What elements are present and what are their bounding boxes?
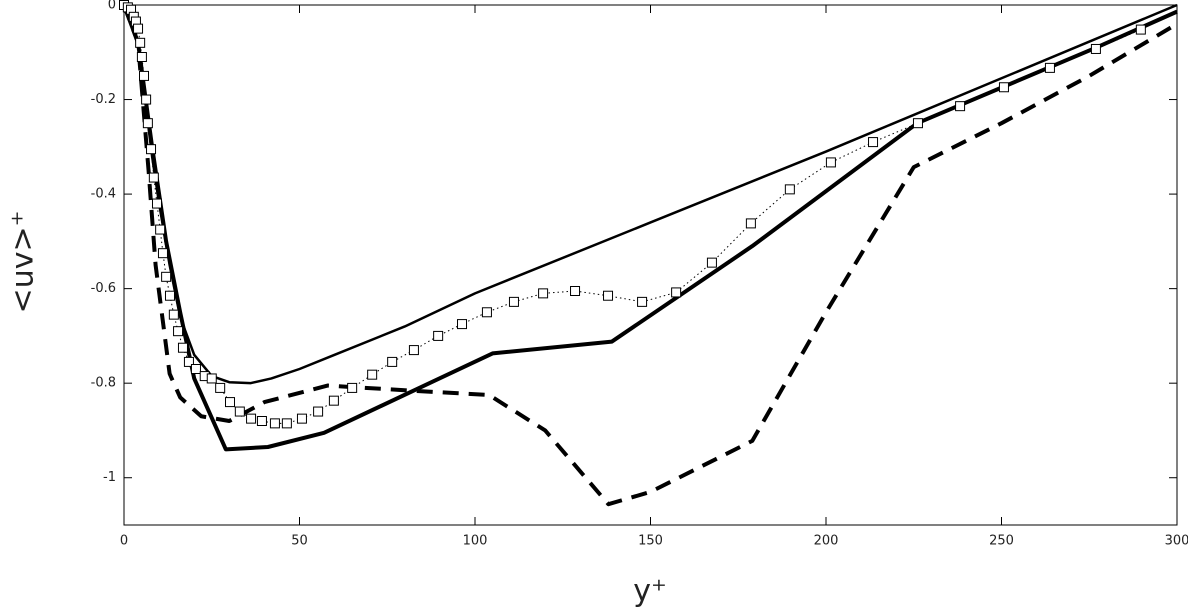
x-tick-label: 250 bbox=[989, 534, 1014, 549]
marker bbox=[1044, 62, 1055, 73]
marker bbox=[603, 290, 614, 301]
marker bbox=[387, 356, 398, 367]
marker bbox=[155, 224, 166, 235]
x-tick-label: 300 bbox=[1165, 534, 1188, 549]
marker bbox=[183, 356, 194, 367]
x-tick-label: 150 bbox=[638, 534, 663, 549]
marker bbox=[347, 382, 358, 393]
marker bbox=[784, 184, 795, 195]
marker bbox=[177, 342, 188, 353]
marker bbox=[173, 326, 184, 337]
y-tick-label: 0 bbox=[108, 0, 116, 13]
marker bbox=[481, 307, 492, 318]
marker bbox=[1135, 24, 1146, 35]
marker bbox=[296, 413, 307, 424]
marker bbox=[998, 82, 1009, 93]
y-tick-label: -1 bbox=[103, 470, 116, 485]
marker bbox=[508, 296, 519, 307]
marker bbox=[281, 418, 292, 429]
x-tick-label: 100 bbox=[463, 534, 488, 549]
marker bbox=[168, 309, 179, 320]
marker bbox=[313, 406, 324, 417]
x-tick-label: 200 bbox=[814, 534, 839, 549]
marker bbox=[246, 413, 257, 424]
marker bbox=[706, 257, 717, 268]
marker bbox=[164, 290, 175, 301]
marker bbox=[256, 416, 267, 426]
y-axis-label: <uv>⁺ bbox=[6, 211, 41, 314]
marker bbox=[328, 395, 339, 406]
y-tick-label: -0.2 bbox=[91, 92, 116, 107]
marker bbox=[570, 286, 581, 296]
plot-frame bbox=[123, 4, 1178, 526]
marker bbox=[215, 382, 226, 393]
marker bbox=[912, 118, 923, 129]
marker bbox=[955, 101, 966, 112]
marker bbox=[671, 287, 682, 298]
marker bbox=[151, 198, 162, 209]
x-tick-label: 50 bbox=[291, 534, 308, 549]
marker bbox=[136, 52, 147, 62]
marker bbox=[1090, 43, 1101, 54]
x-tick-label: 0 bbox=[120, 534, 128, 549]
marker bbox=[825, 157, 836, 168]
y-tick-label: -0.4 bbox=[91, 187, 116, 202]
series-line bbox=[122, 4, 1179, 507]
marker bbox=[225, 397, 236, 408]
marker bbox=[161, 271, 172, 282]
y-tick-label: -0.8 bbox=[91, 376, 116, 391]
marker bbox=[367, 369, 378, 380]
marker bbox=[637, 296, 648, 307]
marker bbox=[457, 319, 468, 330]
marker bbox=[190, 364, 201, 374]
marker bbox=[745, 218, 756, 229]
marker bbox=[157, 248, 168, 259]
y-tick-label: -0.6 bbox=[91, 281, 116, 296]
marker bbox=[142, 118, 153, 129]
marker bbox=[538, 288, 549, 299]
marker bbox=[234, 406, 245, 417]
marker bbox=[206, 373, 217, 384]
series-line bbox=[123, 4, 1142, 424]
series-line bbox=[122, 3, 1178, 385]
marker bbox=[141, 94, 152, 105]
marker bbox=[139, 70, 150, 81]
marker bbox=[408, 345, 419, 356]
marker bbox=[868, 137, 879, 148]
marker bbox=[269, 418, 280, 429]
marker bbox=[433, 330, 444, 341]
x-axis-label: y⁺ bbox=[633, 574, 667, 609]
marker bbox=[146, 144, 157, 155]
marker bbox=[148, 172, 159, 183]
marker bbox=[133, 23, 144, 34]
marker bbox=[135, 37, 146, 48]
